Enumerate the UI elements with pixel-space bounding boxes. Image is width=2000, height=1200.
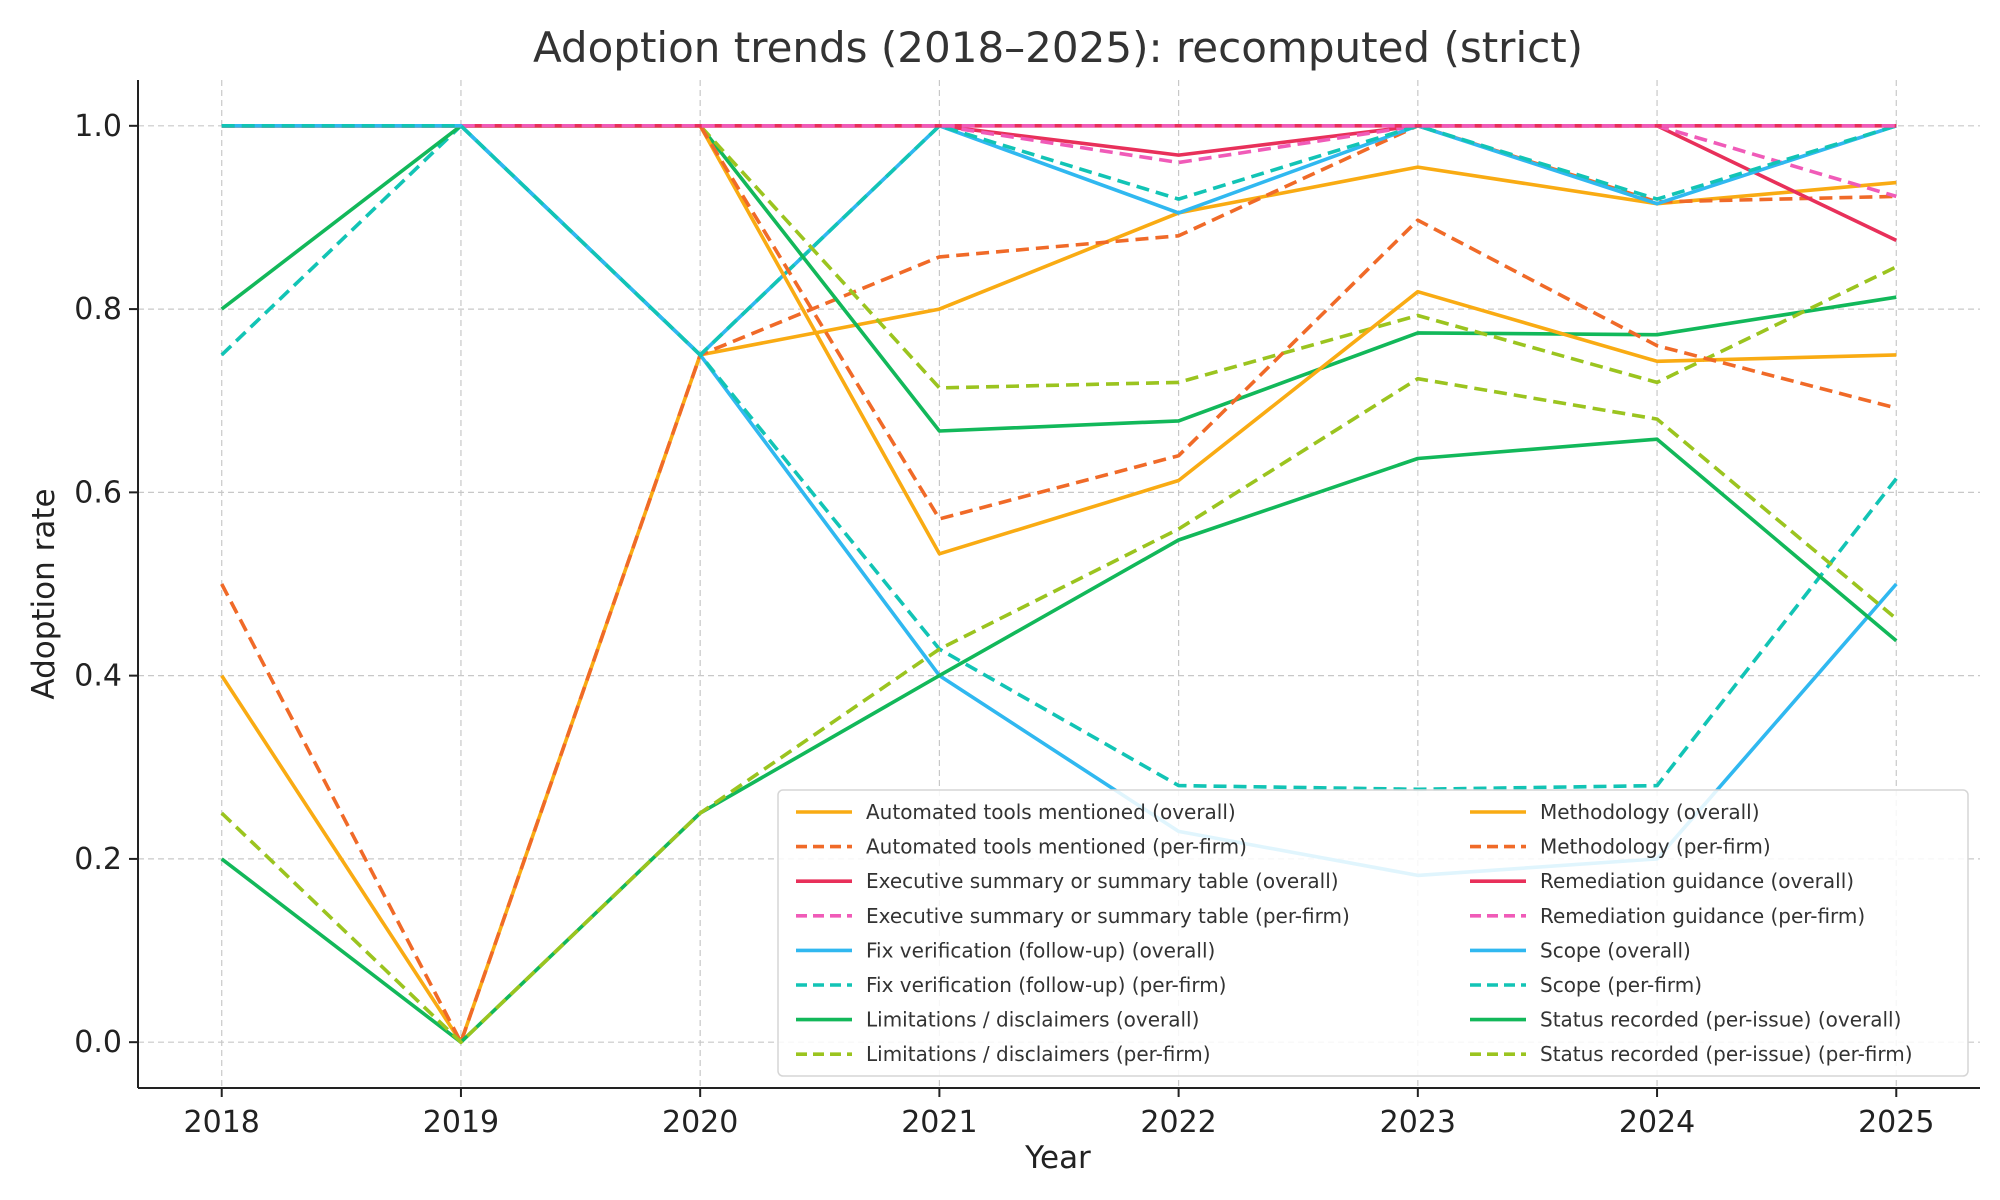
series-layer (220, 124, 1898, 1044)
x-tick-label-2018: 2018 (184, 1105, 260, 1140)
legend-label-automated-tools-mentioned-overall: Automated tools mentioned (overall) (866, 800, 1236, 824)
series-line-status-recorded-per-issue-per-firm (220, 376, 1898, 1044)
series-line-limitations-disclaimers-per-firm (221, 124, 1898, 390)
y-tick-label-0.6: 0.6 (74, 475, 122, 510)
y-tick-label-0.0: 0.0 (74, 1025, 122, 1060)
series-line-scope-per-firm (221, 124, 1898, 792)
legend-label-limitations-disclaimers-per-firm: Limitations / disclaimers (per-firm) (866, 1042, 1211, 1066)
series-line-methodology-overall (221, 124, 1897, 556)
x-tick-label-2025: 2025 (1858, 1105, 1934, 1140)
legend: Automated tools mentioned (overall) Autom… (777, 789, 1969, 1077)
x-tick-label-2022: 2022 (1140, 1105, 1216, 1140)
series-line-automated-tools-mentioned-per-firm (220, 124, 1897, 1044)
legend-label-fix-verification-follow-up-per-firm: Fix verification (follow-up) (per-firm) (866, 973, 1227, 997)
chart-title: Adoption trends (2018–2025): recomputed … (533, 23, 1583, 72)
series-line-automated-tools-mentioned-overall (220, 165, 1897, 1044)
series-line-fix-verification-follow-up-per-firm (220, 124, 1897, 357)
legend-box (777, 789, 1969, 1077)
legend-label-scope-per-firm: Scope (per-firm) (1540, 973, 1702, 997)
legend-label-remediation-guidance-per-firm: Remediation guidance (per-firm) (1540, 904, 1865, 928)
x-axis-title: Year (1024, 1140, 1091, 1176)
y-tick-label-0.8: 0.8 (74, 292, 122, 327)
y-tick-label-0.2: 0.2 (74, 842, 122, 877)
legend-label-remediation-guidance-overall: Remediation guidance (overall) (1540, 869, 1854, 893)
series-line-scope-overall (221, 124, 1898, 878)
legend-label-executive-summary-or-summary-table-per-firm: Executive summary or summary table (per-… (866, 904, 1350, 928)
legend-label-status-recorded-per-issue-overall: Status recorded (per-issue) (overall) (1540, 1008, 1901, 1032)
legend-label-methodology-overall: Methodology (overall) (1540, 800, 1760, 824)
x-tick-label-2021: 2021 (901, 1105, 977, 1140)
x-tick-label-2024: 2024 (1619, 1105, 1695, 1140)
legend-label-fix-verification-follow-up-overall: Fix verification (follow-up) (overall) (866, 938, 1215, 962)
axes-layer (137, 80, 1980, 1089)
legend-label-executive-summary-or-summary-table-overall: Executive summary or summary table (over… (866, 869, 1339, 893)
legend-label-limitations-disclaimers-overall: Limitations / disclaimers (overall) (866, 1008, 1199, 1032)
series-line-executive-summary-or-summary-table-overall (221, 124, 1898, 243)
legend-label-methodology-per-firm: Methodology (per-firm) (1540, 835, 1771, 859)
x-tick-label-2020: 2020 (662, 1105, 738, 1140)
y-axis-title: Adoption rate (26, 488, 62, 699)
series-line-methodology-per-firm (221, 124, 1897, 521)
series-line-fix-verification-follow-up-overall (221, 124, 1897, 357)
legend-label-scope-overall: Scope (overall) (1540, 938, 1691, 962)
ticks-layer: 2018 2019 2020 2021 2022 2023 2024 2025 0.0 0.2 0.… (74, 109, 1934, 1140)
legend-label-automated-tools-mentioned-per-firm: Automated tools mentioned (per-firm) (866, 835, 1247, 859)
x-tick-label-2019: 2019 (423, 1105, 499, 1140)
x-tick-label-2023: 2023 (1380, 1105, 1456, 1140)
legend-label-status-recorded-per-issue-per-firm: Status recorded (per-issue) (per-firm) (1540, 1042, 1913, 1066)
y-tick-label-1.0: 1.0 (74, 109, 122, 144)
y-tick-label-0.4: 0.4 (74, 659, 122, 694)
